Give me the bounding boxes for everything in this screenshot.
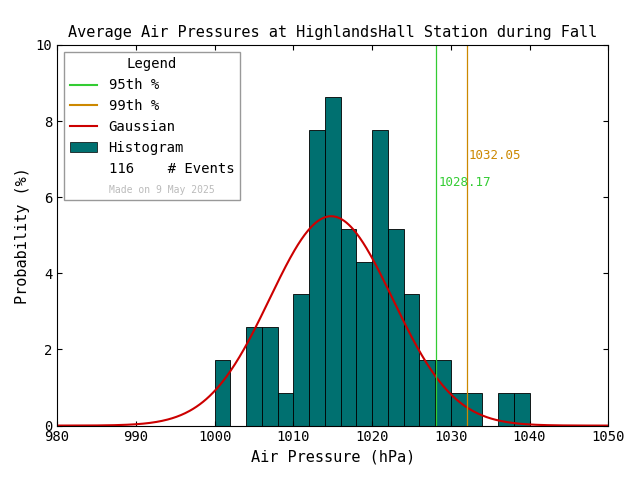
Bar <box>246 327 262 426</box>
Bar <box>419 360 435 426</box>
Text: 1032.05: 1032.05 <box>469 149 522 162</box>
Bar <box>262 327 278 426</box>
Bar <box>498 393 514 426</box>
Bar <box>388 229 404 426</box>
Bar <box>435 360 451 426</box>
Bar <box>467 393 483 426</box>
Bar <box>278 393 293 426</box>
Bar <box>372 130 388 426</box>
Bar <box>451 393 467 426</box>
Legend: 95th %, 99th %, Gaussian, Histogram, 116    # Events, Made on 9 May 2025: 95th %, 99th %, Gaussian, Histogram, 116… <box>64 52 240 200</box>
Bar <box>340 229 356 426</box>
Bar <box>214 360 230 426</box>
Bar <box>309 130 325 426</box>
Bar <box>293 294 309 426</box>
Y-axis label: Probability (%): Probability (%) <box>15 167 30 304</box>
Bar <box>325 97 340 426</box>
X-axis label: Air Pressure (hPa): Air Pressure (hPa) <box>251 450 415 465</box>
Title: Average Air Pressures at HighlandsHall Station during Fall: Average Air Pressures at HighlandsHall S… <box>68 24 597 39</box>
Bar <box>356 262 372 426</box>
Bar <box>514 393 529 426</box>
Bar <box>404 294 419 426</box>
Text: 1028.17: 1028.17 <box>439 176 492 189</box>
